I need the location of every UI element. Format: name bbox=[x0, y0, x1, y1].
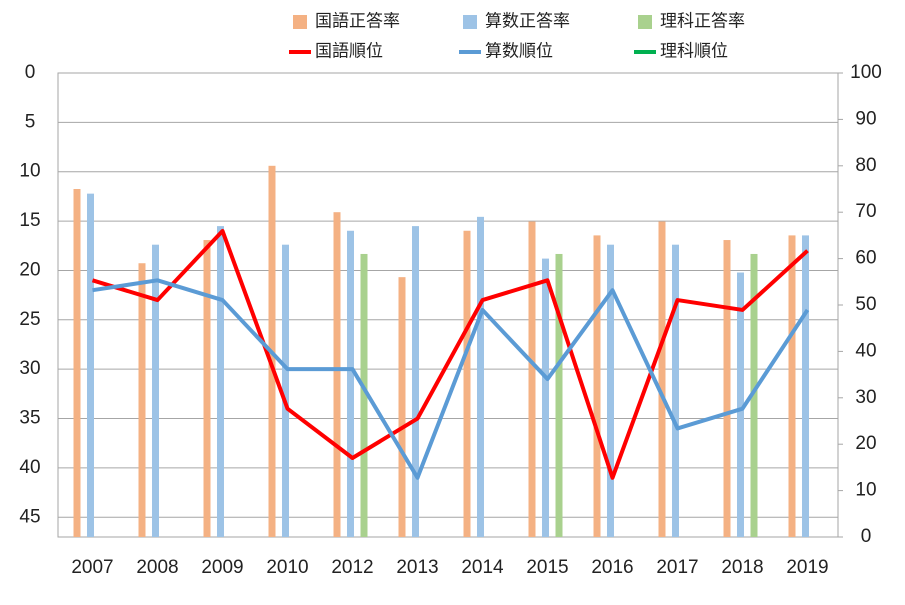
bar bbox=[138, 263, 146, 537]
legend-label: 算数正答率 bbox=[485, 11, 570, 30]
y-tick-label: 0 bbox=[25, 62, 36, 83]
y2-tick-label: 10 bbox=[855, 480, 876, 501]
bar bbox=[723, 240, 731, 538]
x-tick-label: 2009 bbox=[201, 557, 243, 578]
x-tick-label: 2016 bbox=[591, 557, 633, 578]
x-tick-label: 2015 bbox=[526, 557, 568, 578]
bar bbox=[463, 230, 471, 537]
y-tick-label: 5 bbox=[25, 111, 36, 132]
y2-tick-label: 60 bbox=[855, 248, 876, 269]
x-tick-label: 2014 bbox=[461, 557, 504, 578]
bar bbox=[203, 240, 211, 538]
legend-label: 国語正答率 bbox=[315, 11, 400, 30]
x-tick-label: 2018 bbox=[721, 557, 763, 578]
y2-tick-label: 100 bbox=[850, 62, 882, 83]
bar bbox=[528, 221, 536, 538]
bar bbox=[477, 216, 484, 537]
y2-tick-label: 30 bbox=[855, 387, 876, 408]
y-tick-label: 40 bbox=[19, 457, 40, 478]
y-tick-label: 35 bbox=[19, 408, 40, 429]
y-tick-label: 15 bbox=[19, 210, 40, 231]
x-tick-label: 2012 bbox=[331, 557, 373, 578]
y2-tick-label: 50 bbox=[855, 294, 876, 315]
bar bbox=[802, 235, 809, 537]
y-tick-label: 10 bbox=[19, 161, 40, 182]
bar bbox=[152, 244, 159, 537]
legend-label: 理科正答率 bbox=[660, 11, 745, 30]
bar bbox=[412, 226, 419, 537]
x-tick-label: 2017 bbox=[656, 557, 698, 578]
x-tick-label: 2008 bbox=[136, 557, 178, 578]
y2-tick-label: 20 bbox=[855, 433, 876, 454]
y2-tick-label: 70 bbox=[855, 201, 876, 222]
legend-label: 国語順位 bbox=[315, 41, 383, 60]
bar bbox=[788, 235, 796, 537]
y2-tick-label: 0 bbox=[861, 526, 872, 547]
bar bbox=[217, 226, 224, 537]
bar bbox=[87, 193, 94, 537]
y2-tick-label: 80 bbox=[855, 155, 876, 176]
legend-label: 算数順位 bbox=[485, 41, 553, 60]
y2-tick-label: 90 bbox=[855, 108, 876, 129]
legend-swatch bbox=[463, 15, 477, 29]
y2-tick-label: 40 bbox=[855, 340, 876, 361]
bar bbox=[542, 258, 549, 537]
legend-label: 理科順位 bbox=[660, 41, 728, 60]
bar bbox=[360, 253, 368, 537]
legend-swatch bbox=[293, 15, 307, 29]
bar bbox=[750, 253, 758, 537]
bar bbox=[672, 244, 679, 537]
y-tick-label: 30 bbox=[19, 358, 40, 379]
x-tick-label: 2010 bbox=[266, 557, 308, 578]
bar bbox=[658, 221, 666, 538]
bar bbox=[593, 235, 601, 537]
bar bbox=[73, 189, 81, 537]
line-series bbox=[91, 228, 809, 480]
bar bbox=[737, 272, 744, 537]
bar bbox=[282, 244, 289, 537]
line-series bbox=[92, 278, 810, 480]
bar bbox=[347, 230, 354, 537]
bar bbox=[398, 277, 406, 537]
legend-swatch bbox=[638, 15, 652, 29]
y-tick-label: 20 bbox=[19, 259, 40, 280]
bar bbox=[555, 253, 563, 537]
x-tick-label: 2019 bbox=[786, 557, 828, 578]
x-tick-label: 2007 bbox=[71, 557, 113, 578]
y-tick-label: 45 bbox=[19, 506, 40, 527]
plot-frame bbox=[57, 72, 839, 538]
bar bbox=[607, 244, 614, 537]
x-tick-label: 2013 bbox=[396, 557, 438, 578]
y-tick-label: 25 bbox=[19, 309, 40, 330]
bar bbox=[333, 212, 341, 537]
